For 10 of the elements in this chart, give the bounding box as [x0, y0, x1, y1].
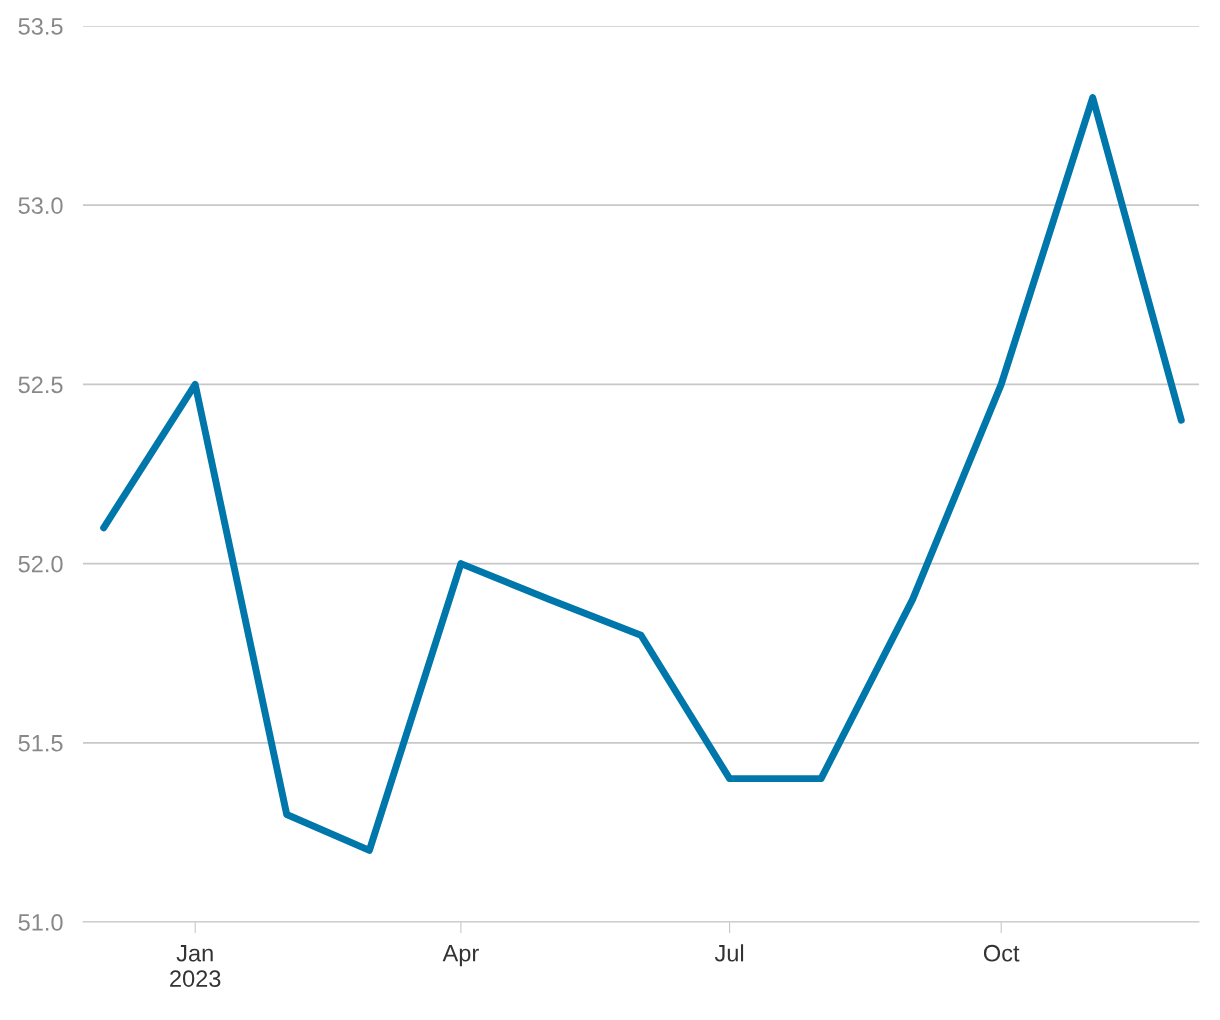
y-tick-label: 51.5 — [18, 735, 63, 752]
y-tick-label: 53.0 — [18, 197, 63, 214]
y-tick-label: 53.5 — [18, 18, 63, 35]
x-tick-label: Jul — [714, 944, 744, 962]
x-tick-label: Jan 2023 — [170, 945, 221, 987]
y-tick-label: 52.0 — [18, 555, 63, 573]
x-tick-label: Apr — [442, 945, 479, 967]
x-tick-label: Oct — [983, 944, 1020, 962]
y-tick-label: 51.0 — [18, 914, 63, 931]
y-tick-label: 52.5 — [18, 376, 63, 394]
